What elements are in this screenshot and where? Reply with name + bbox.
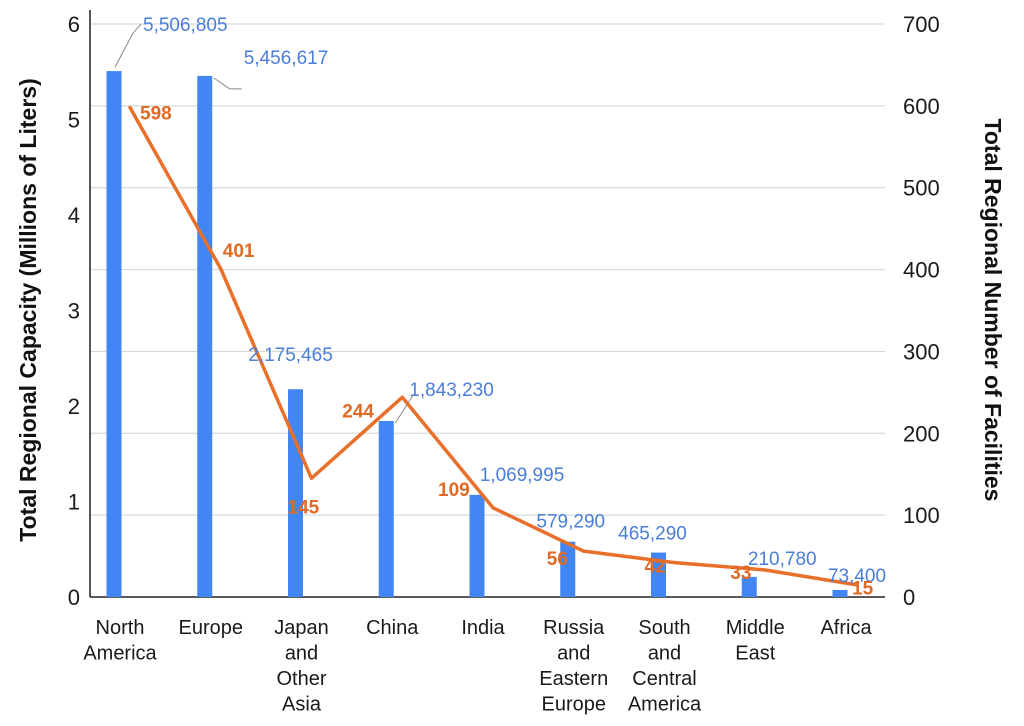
- y-right-tick-500: 500: [903, 176, 940, 201]
- bar: [197, 75, 213, 598]
- y-left-tick-0: 0: [68, 585, 80, 610]
- x-category-label: Africa: [820, 617, 872, 639]
- bar-value-label: 579,290: [536, 512, 605, 533]
- line-value-label: 244: [342, 401, 374, 422]
- y-left-tick-3: 3: [68, 299, 80, 324]
- y-left-tick-5: 5: [68, 108, 80, 133]
- x-category-label: Middle East: [726, 617, 785, 665]
- bar: [288, 389, 303, 597]
- bar: [560, 541, 576, 597]
- line-value-label: 145: [288, 497, 320, 518]
- bar: [378, 420, 394, 597]
- bar-value-label: 2,175,465: [248, 345, 333, 366]
- x-category-label-line: Eastern: [539, 668, 608, 690]
- line-value-label: 109: [438, 480, 470, 501]
- x-category-label-line: Europe: [179, 617, 244, 639]
- y-right-axis-title: Total Regional Number of Facilities: [980, 119, 1006, 502]
- bar-value-label: 1,843,230: [409, 380, 494, 401]
- x-category-label: China: [366, 617, 419, 639]
- y-right-tick-200: 200: [903, 421, 940, 446]
- line-value-label: 401: [223, 241, 255, 262]
- x-category-label: South and Central America: [628, 617, 702, 716]
- x-category-label-line: Other: [276, 668, 326, 690]
- x-category-label: North America: [83, 617, 157, 665]
- y-left-tick-4: 4: [68, 203, 80, 228]
- x-category-label: Europe: [179, 617, 244, 639]
- bar: [832, 589, 848, 597]
- bar-value-label: 5,456,617: [244, 48, 329, 69]
- y-left-tick-2: 2: [68, 394, 80, 419]
- leader-line: [394, 394, 414, 424]
- x-category-label-line: and: [648, 643, 681, 665]
- bar-value-label: 1,069,995: [480, 465, 565, 486]
- bar: [651, 552, 666, 597]
- x-category-label: Russia and Eastern Europe: [539, 617, 608, 716]
- x-category-label-line: Africa: [820, 617, 872, 639]
- x-category-label-line: America: [83, 643, 157, 665]
- y-right-tick-300: 300: [903, 339, 940, 364]
- line-value-label: 15: [852, 579, 874, 600]
- line-value-label: 598: [140, 103, 172, 124]
- y-right-tick-100: 100: [903, 503, 940, 528]
- x-category-label-line: and: [285, 643, 318, 665]
- x-category-label-line: China: [366, 617, 419, 639]
- y-left-axis-title: Total Regional Capacity (Millions of Lit…: [15, 78, 41, 541]
- line-series-path: [128, 105, 858, 587]
- bar: [469, 494, 485, 597]
- line-series: [128, 105, 858, 587]
- x-category-label-line: East: [735, 643, 775, 665]
- x-category-label-line: and: [557, 643, 590, 665]
- x-category-label-line: Asia: [282, 694, 322, 716]
- bar-value-label: 210,780: [748, 549, 817, 570]
- x-category-label-line: Middle: [726, 617, 785, 639]
- x-category-label: Japan and Other Asia: [274, 617, 329, 716]
- x-category-label-line: America: [628, 694, 702, 716]
- bar-value-label: 465,290: [618, 524, 687, 545]
- bar-value-label: 5,506,805: [143, 15, 228, 36]
- data-labels: 5,506,805 5,456,617 2,175,465 1,843,230 1,06…: [114, 15, 886, 600]
- x-category-label-line: Central: [632, 668, 696, 690]
- x-category-label: India: [461, 617, 505, 639]
- x-category-label-line: South: [638, 617, 690, 639]
- y-right-tick-0: 0: [903, 585, 915, 610]
- x-category-label-line: India: [461, 617, 505, 639]
- line-value-label: 56: [547, 549, 568, 570]
- bars: [106, 71, 848, 598]
- y-right-tick-600: 600: [903, 94, 940, 119]
- x-category-label-line: Russia: [543, 617, 605, 639]
- x-category-label-line: Europe: [542, 694, 607, 716]
- y-right-tick-400: 400: [903, 258, 940, 283]
- leader-line: [213, 77, 242, 90]
- bar: [741, 576, 757, 597]
- x-category-label-line: North: [96, 617, 145, 639]
- y-right-tick-700: 700: [903, 12, 940, 37]
- line-value-label: 42: [645, 557, 666, 578]
- leader-line: [114, 23, 142, 68]
- line-value-label: 33: [730, 563, 751, 584]
- y-left-tick-6: 6: [68, 12, 80, 37]
- bar: [106, 71, 122, 598]
- bar-value-label: 73,400: [828, 566, 886, 587]
- y-left-tick-1: 1: [68, 490, 80, 515]
- x-category-label-line: Japan: [274, 617, 329, 639]
